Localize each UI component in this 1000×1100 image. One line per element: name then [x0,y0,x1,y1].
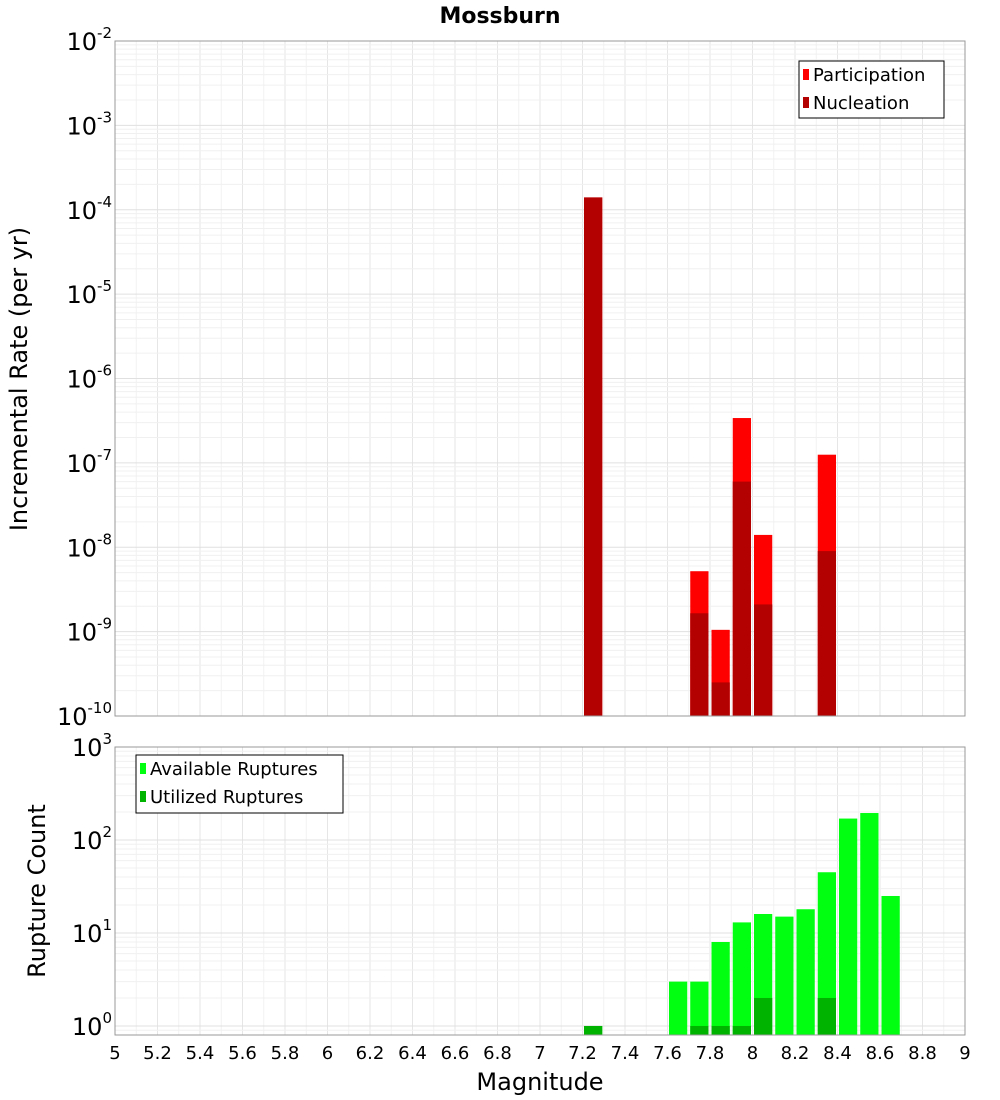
chart-title: Mossburn [439,4,560,29]
x-tick-label: 6.4 [398,1043,427,1064]
bottom-bar-utilized-ruptures [584,1025,603,1035]
bottom-bar-available-ruptures [839,818,858,1035]
top-bar-nucleation [732,481,751,716]
x-tick-label: 8.8 [908,1043,937,1064]
x-tick-label: 6 [322,1043,333,1064]
top-y-tick-label: 10-8 [66,530,112,562]
bottom-panel: 100 101 102 103 Rupture Count Available Rup… [23,730,966,1041]
x-tick-label: 6.8 [483,1043,512,1064]
top-bar-nucleation [711,682,730,716]
x-tick-label: 8.6 [866,1043,895,1064]
x-tick-label: 7.6 [653,1043,682,1064]
bottom-bar-available-ruptures [817,872,836,1035]
x-tick-label: 5.2 [143,1043,172,1064]
top-y-axis-label: Incremental Rate (per yr) [5,227,33,531]
top-legend-box [798,60,945,119]
bottom-legend-box [135,754,344,814]
top-legend: Participation Nucleation [798,60,945,119]
top-y-tick-label: 10-6 [66,362,112,394]
top-y-tick-label: 10-5 [66,277,112,309]
bottom-bar-utilized-ruptures [690,1025,709,1035]
top-plot-frame [114,40,966,717]
top-legend-label: Participation [813,65,925,86]
top-y-tick-label: 10-10 [57,699,112,731]
x-tick-label: 7 [534,1043,545,1064]
bottom-bar-utilized-ruptures [711,1025,730,1035]
x-tick-label: 5 [109,1043,120,1064]
top-bars [584,197,836,717]
bottom-plot-frame [114,746,966,1036]
top-y-tick-label: 10-7 [66,446,112,478]
bottom-bar-available-ruptures [881,895,900,1035]
top-legend-swatch [803,97,809,108]
top-y-tick-label: 10-3 [66,108,112,140]
x-tick-label: 8 [747,1043,758,1064]
bottom-legend-swatch [140,791,146,802]
x-tick-label: 7.8 [696,1043,725,1064]
top-y-ticks: 10-10 10-9 10-8 10-7 10-6 10-5 10-4 10-3 10-2 [57,24,112,731]
x-axis-label: Magnitude [476,1068,603,1096]
bottom-y-tick-label: 101 [72,916,112,948]
top-y-tick-label: 10-9 [66,615,112,647]
top-y-tick-label: 10-4 [66,193,112,225]
top-bar-nucleation [754,604,773,716]
bottom-bar-available-ruptures [732,922,751,1035]
bottom-bar-available-ruptures [775,916,794,1035]
top-y-tick-label: 10-2 [66,24,112,56]
x-tick-label: 5.6 [228,1043,257,1064]
bottom-legend-label: Utilized Ruptures [150,787,303,808]
top-grid [114,41,966,717]
bottom-legend: Available Ruptures Utilized Ruptures [135,754,344,814]
bottom-y-tick-label: 103 [72,730,112,762]
x-tick-label: 6.2 [356,1043,385,1064]
bottom-bar-available-ruptures [711,942,730,1035]
top-panel: 10-10 10-9 10-8 10-7 10-6 10-5 10-4 10-3 10-2 In… [5,24,966,731]
bottom-bar-utilized-ruptures [754,997,773,1035]
top-bar-nucleation [690,613,709,716]
bottom-legend-label: Available Ruptures [150,759,318,780]
top-bar-nucleation [817,551,836,716]
bottom-y-tick-label: 102 [72,823,112,855]
bottom-bar-available-ruptures [690,981,709,1035]
bottom-y-axis-label: Rupture Count [23,804,51,978]
x-tick-label: 6.6 [441,1043,470,1064]
bottom-bar-utilized-ruptures [732,1025,751,1035]
x-tick-label: 9 [959,1043,970,1064]
bottom-bar-available-ruptures [669,981,688,1035]
bottom-y-ticks: 100 101 102 103 [72,730,112,1041]
top-legend-swatch [803,69,809,80]
x-tick-label: 7.2 [568,1043,597,1064]
x-tick-label: 5.4 [186,1043,215,1064]
top-bar-nucleation [584,197,603,717]
x-tick-label: 8.4 [823,1043,852,1064]
bottom-legend-swatch [140,763,146,774]
bottom-bars [584,813,900,1035]
bottom-bar-utilized-ruptures [817,997,836,1035]
top-legend-label: Nucleation [813,93,909,114]
x-tick-label: 5.8 [271,1043,300,1064]
x-tick-label: 7.4 [611,1043,640,1064]
x-tick-label: 8.2 [781,1043,810,1064]
x-ticks: 5 5.2 5.4 5.6 5.8 6 6.2 6.4 6.6 6.8 7 7.2 7.4 7.6 7.8 8… [109,1043,970,1064]
bottom-bar-available-ruptures [796,909,815,1035]
bottom-bar-available-ruptures [860,813,879,1035]
bottom-y-tick-label: 100 [72,1009,112,1041]
